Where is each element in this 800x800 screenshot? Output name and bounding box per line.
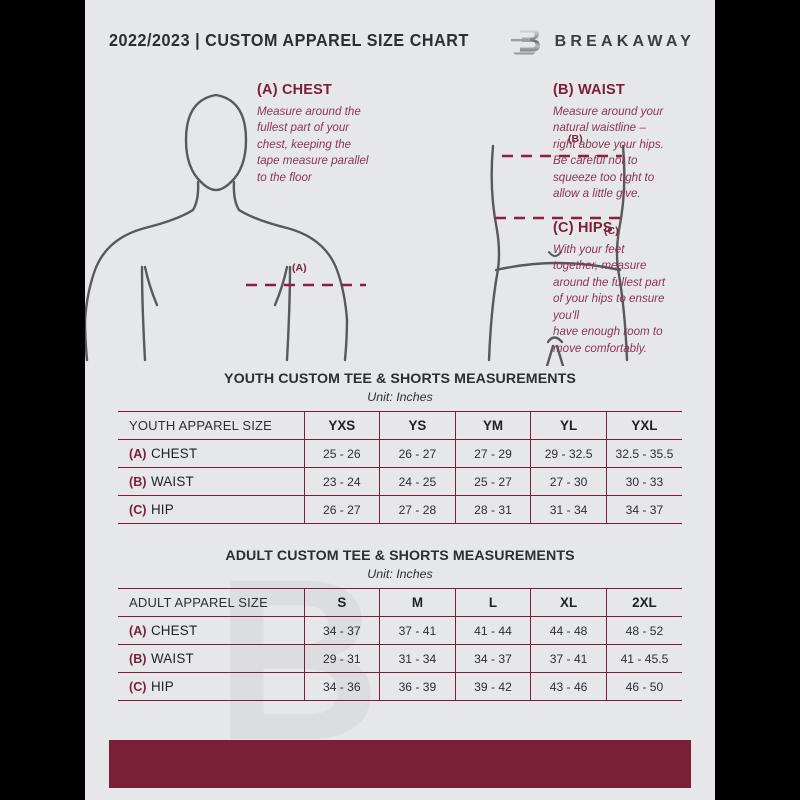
youth-size-yxs: YXS xyxy=(303,411,380,440)
cell: 28 - 31 xyxy=(454,495,531,524)
hips-line-tag: (C) xyxy=(604,225,619,237)
adult-table-block: ADULT CUSTOM TEE & SHORTS MEASUREMENTS U… xyxy=(85,548,715,701)
table-row: (C) HIP 34 - 36 36 - 39 39 - 42 43 - 46 … xyxy=(118,672,682,701)
cell: 27 - 28 xyxy=(379,495,456,524)
cell: 34 - 37 xyxy=(303,616,380,645)
cell: 41 - 45.5 xyxy=(605,644,682,673)
waist-line-tag: (B) xyxy=(568,133,583,145)
cell: 36 - 39 xyxy=(379,672,456,701)
row-name: CHEST xyxy=(150,445,198,461)
adult-header-label: ADULT APPAREL SIZE xyxy=(118,588,304,617)
youth-size-ys: YS xyxy=(379,411,456,440)
cell: 30 - 33 xyxy=(605,467,682,496)
adult-size-table: ADULT APPAREL SIZE S M L XL 2XL (A) CHES… xyxy=(118,588,682,701)
cell: 29 - 32.5 xyxy=(530,439,607,468)
page-header: 2022/2023 | CUSTOM APPAREL SIZE CHART BR… xyxy=(85,0,715,72)
chest-description: Measure around the fullest part of your … xyxy=(257,105,369,184)
row-mark: (A) xyxy=(129,623,147,638)
youth-size-yxl: YXL xyxy=(605,411,682,440)
body-figures xyxy=(85,93,629,366)
youth-size-table: YOUTH APPAREL SIZE YXS YS YM YL YXL (A) … xyxy=(118,411,682,524)
row-name: HIP xyxy=(150,501,174,517)
cell: 23 - 24 xyxy=(303,467,380,496)
youth-size-ym: YM xyxy=(454,411,531,440)
youth-table-block: YOUTH CUSTOM TEE & SHORTS MEASUREMENTS U… xyxy=(85,371,715,524)
row-name: WAIST xyxy=(150,473,194,489)
size-chart-page: B 2022/2023 | CUSTOM APPAREL SIZE CHART xyxy=(85,0,715,800)
upper-body-figure xyxy=(85,93,349,362)
adult-table-unit: Unit: Inches xyxy=(367,567,433,581)
row-mark: (B) xyxy=(129,651,147,666)
cell: 43 - 46 xyxy=(530,672,607,701)
table-row: (B) WAIST 29 - 31 31 - 34 34 - 37 37 - 4… xyxy=(118,644,682,673)
youth-row-label-waist: (B) WAIST xyxy=(118,467,304,496)
adult-row-label-hip: (C) HIP xyxy=(118,672,304,701)
waist-description: Measure around your natural waistline – … xyxy=(553,105,664,201)
adult-size-xl: XL xyxy=(530,588,607,617)
waist-heading: (B) WAIST xyxy=(553,82,625,98)
cell: 48 - 52 xyxy=(605,616,682,645)
cell: 26 - 27 xyxy=(379,439,456,468)
lower-body-figure xyxy=(487,144,629,366)
cell: 39 - 42 xyxy=(454,672,531,701)
cell: 41 - 44 xyxy=(454,616,531,645)
row-name: HIP xyxy=(150,678,174,694)
cell: 44 - 48 xyxy=(530,616,607,645)
adult-row-label-waist: (B) WAIST xyxy=(118,644,304,673)
cell: 46 - 50 xyxy=(605,672,682,701)
cell: 31 - 34 xyxy=(379,644,456,673)
chest-line-tag: (A) xyxy=(292,262,307,274)
row-mark: (C) xyxy=(129,502,147,517)
hips-description: With your feet together, measure around … xyxy=(553,243,666,355)
measurement-illustrations: (A) (B) (C) (A) CHEST Measure around the… xyxy=(85,70,715,366)
row-mark: (C) xyxy=(129,679,147,694)
cell: 34 - 37 xyxy=(454,644,531,673)
cell: 27 - 30 xyxy=(530,467,607,496)
youth-row-label-chest: (A) CHEST xyxy=(118,439,304,468)
table-row: (B) WAIST 23 - 24 24 - 25 25 - 27 27 - 3… xyxy=(118,467,682,496)
row-name: CHEST xyxy=(150,622,198,638)
row-mark: (B) xyxy=(129,474,147,489)
cell: 26 - 27 xyxy=(303,495,380,524)
adult-size-m: M xyxy=(379,588,456,617)
cell: 32.5 - 35.5 xyxy=(605,439,682,468)
adult-row-label-chest: (A) CHEST xyxy=(118,616,304,645)
table-header-row: ADULT APPAREL SIZE S M L XL 2XL xyxy=(118,588,682,617)
youth-row-label-hip: (C) HIP xyxy=(118,495,304,524)
adult-size-l: L xyxy=(454,588,531,617)
cell: 25 - 27 xyxy=(454,467,531,496)
adult-table-title: ADULT CUSTOM TEE & SHORTS MEASUREMENTS xyxy=(225,548,575,564)
brand-name: BREAKAWAY xyxy=(554,33,695,50)
page-title: 2022/2023 | CUSTOM APPAREL SIZE CHART xyxy=(109,30,469,50)
adult-size-2xl: 2XL xyxy=(605,588,682,617)
row-mark: (A) xyxy=(129,446,147,461)
cell: 27 - 29 xyxy=(454,439,531,468)
cell: 24 - 25 xyxy=(379,467,456,496)
brand-logo: BREAKAWAY xyxy=(509,26,695,58)
cell: 34 - 37 xyxy=(605,495,682,524)
cell: 37 - 41 xyxy=(530,644,607,673)
table-row: (A) CHEST 25 - 26 26 - 27 27 - 29 29 - 3… xyxy=(118,439,682,468)
youth-table-title: YOUTH CUSTOM TEE & SHORTS MEASUREMENTS xyxy=(224,371,576,387)
footer-bar xyxy=(109,740,691,788)
cell: 34 - 36 xyxy=(303,672,380,701)
cell: 25 - 26 xyxy=(303,439,380,468)
table-row: (A) CHEST 34 - 37 37 - 41 41 - 44 44 - 4… xyxy=(118,616,682,645)
youth-size-yl: YL xyxy=(530,411,607,440)
chest-heading: (A) CHEST xyxy=(257,82,333,98)
youth-header-label: YOUTH APPAREL SIZE xyxy=(118,411,304,440)
adult-size-s: S xyxy=(303,588,380,617)
cell: 29 - 31 xyxy=(303,644,380,673)
row-name: WAIST xyxy=(150,650,194,666)
cell: 37 - 41 xyxy=(379,616,456,645)
table-row: (C) HIP 26 - 27 27 - 28 28 - 31 31 - 34 … xyxy=(118,495,682,524)
youth-table-unit: Unit: Inches xyxy=(367,390,433,404)
cell: 31 - 34 xyxy=(530,495,607,524)
table-header-row: YOUTH APPAREL SIZE YXS YS YM YL YXL xyxy=(118,411,682,440)
breakaway-b-logo-icon xyxy=(510,29,540,55)
hips-heading: (C) HIPS xyxy=(553,220,613,236)
